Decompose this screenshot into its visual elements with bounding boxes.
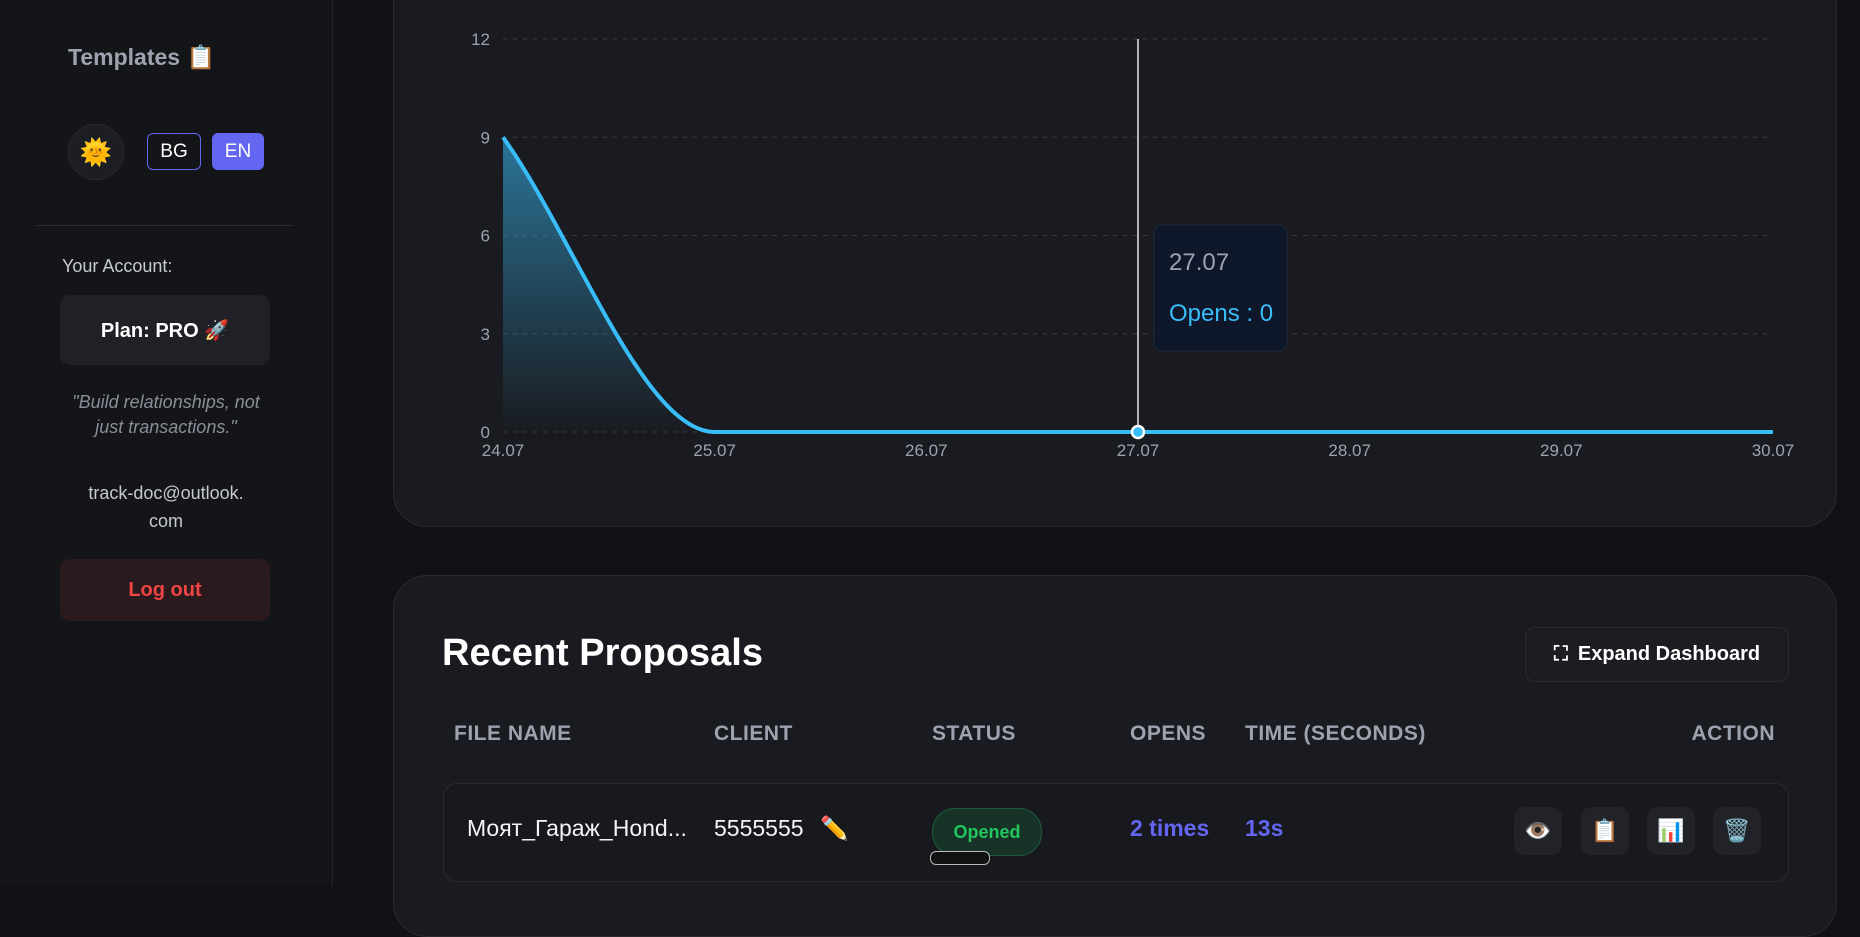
- column-header: ACTION: [1691, 722, 1775, 745]
- edit-icon[interactable]: ✏️: [819, 815, 849, 841]
- view-icon[interactable]: 👁️: [1514, 807, 1562, 855]
- expand-button[interactable]: ⛶ Expand Dashboard: [1525, 627, 1789, 682]
- delete-icon[interactable]: 🗑️: [1713, 807, 1761, 855]
- copy-icon[interactable]: 📋: [1581, 807, 1629, 855]
- account-label: Your Account:: [62, 256, 173, 276]
- file-name: Моят_Гараж_Hond...: [467, 815, 687, 841]
- active-point: [1130, 424, 1146, 440]
- x-tick-label: 24.07: [482, 441, 525, 460]
- tooltip-title: 27.07: [1169, 249, 1229, 276]
- tooltip-value: Opens : 0: [1169, 300, 1273, 327]
- time: 13s: [1245, 815, 1284, 841]
- expand-label[interactable]: Expand Dashboard: [1577, 643, 1761, 665]
- stats-icon[interactable]: 📊: [1647, 807, 1695, 855]
- language-button[interactable]: EN: [212, 133, 264, 170]
- column-header: FILE NAME: [454, 722, 572, 745]
- x-tick-label: 28.07: [1328, 441, 1371, 460]
- x-tick-label: 29.07: [1540, 441, 1583, 460]
- client: 5555555 ✏️: [714, 815, 849, 842]
- divider: [36, 225, 294, 226]
- theme-toggle[interactable]: 🌞: [68, 124, 124, 180]
- status-pill: Opened: [932, 808, 1042, 856]
- logout-button[interactable]: Log out: [60, 559, 270, 621]
- y-tick-label: 6: [481, 227, 490, 246]
- y-tick-label: 9: [481, 128, 490, 147]
- sidebar: Templates 📋 🌞 BG EN Your Account: Plan: …: [0, 0, 333, 886]
- plan-badge: Plan: PRO 🚀: [60, 295, 270, 365]
- column-header: OPENS: [1130, 722, 1207, 745]
- opens: 2 times: [1130, 815, 1210, 841]
- column-header: TIME (SECONDS): [1245, 722, 1426, 745]
- x-tick-label: 26.07: [905, 441, 948, 460]
- y-tick-label: 0: [481, 423, 490, 442]
- x-tick-label: 25.07: [693, 441, 736, 460]
- area: [503, 137, 1773, 432]
- x-tick-label: 27.07: [1117, 441, 1160, 460]
- tooltip: [1153, 224, 1288, 352]
- table-row[interactable]: [443, 783, 1789, 882]
- y-tick-label: 12: [471, 30, 490, 49]
- column-header: STATUS: [932, 722, 1016, 745]
- quote: "Build relationships, not just transacti…: [72, 392, 260, 437]
- column-header: CLIENT: [714, 722, 793, 745]
- chart-card: [393, 0, 1837, 527]
- language-button[interactable]: BG: [147, 133, 201, 170]
- email: track-doc@outlook.com: [88, 483, 244, 531]
- section-title: Recent Proposals: [442, 632, 763, 674]
- x-tick-label: 30.07: [1752, 441, 1795, 460]
- line: [501, 136, 1773, 435]
- chart: 0 3 6 9 12 24.07 25.07 26.07 27.07 28.07 29.07 30.0…: [471, 30, 1795, 460]
- client-name: 5555555: [714, 815, 804, 841]
- scroll-handle: [930, 851, 990, 865]
- y-tick-label: 3: [481, 325, 490, 344]
- sidebar-title[interactable]: Templates 📋: [68, 44, 216, 70]
